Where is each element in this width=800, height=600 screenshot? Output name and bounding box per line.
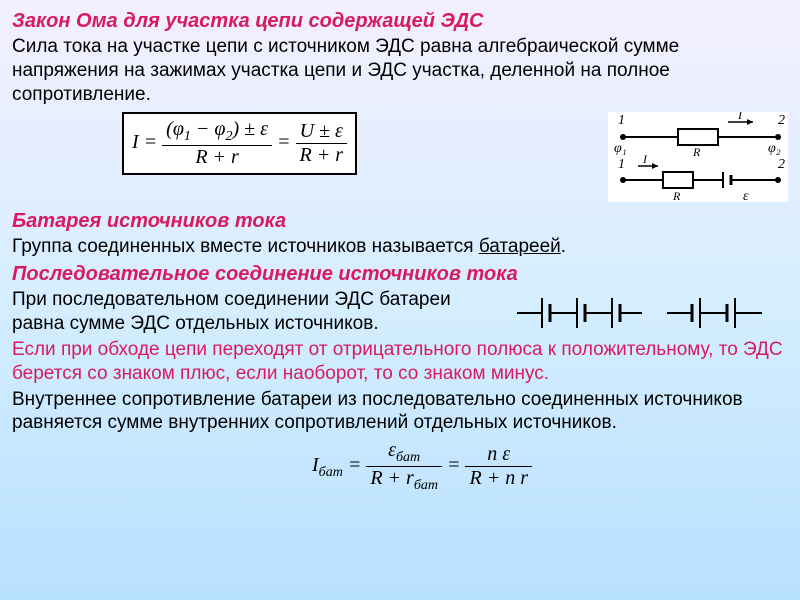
section3-title: Последовательное соединение источников т… xyxy=(12,263,788,286)
f2n2: n ε xyxy=(465,443,532,467)
f2n1: ε xyxy=(388,439,396,461)
svg-text:ε: ε xyxy=(743,189,749,202)
svg-text:2: 2 xyxy=(778,157,785,172)
f1d1: R + r xyxy=(162,146,272,169)
section3-body: При последовательном соединении ЭДС бата… xyxy=(12,288,502,336)
f1n1a: (φ xyxy=(166,118,184,140)
f2d2: R + n r xyxy=(465,467,532,490)
section2-title: Батарея источников тока xyxy=(12,210,788,233)
s2u: батареей xyxy=(479,236,561,257)
section2-body: Группа соединенных вместе источников наз… xyxy=(12,235,788,259)
section1-body: Сила тока на участке цепи с источником Э… xyxy=(12,35,788,106)
svg-text:1: 1 xyxy=(618,113,625,128)
svg-text:1: 1 xyxy=(618,157,625,172)
section3-body2: Внутреннее сопротивление батареи из посл… xyxy=(12,388,788,436)
f1s1: 1 xyxy=(184,129,191,144)
svg-text:R: R xyxy=(692,145,701,159)
section3-red: Если при обходе цепи переходят от отрица… xyxy=(12,338,788,386)
section1-title: Закон Ома для участка цепи содержащей ЭД… xyxy=(12,10,788,33)
f2n1s: бат xyxy=(396,450,420,465)
svg-text:2: 2 xyxy=(778,113,785,128)
formula2: Iбат = εбат R + rбат = n ε R + n r xyxy=(312,439,532,494)
f1n1c: ) ± ε xyxy=(232,118,268,140)
formula1-lhs: I xyxy=(132,131,139,153)
f1n1b: − φ xyxy=(191,118,226,140)
f2ls: бат xyxy=(319,465,343,480)
f2l: I xyxy=(312,454,319,476)
formula-diagram-row: I = (φ1 − φ2) ± ε R + r = U ± ε R + r 1 … xyxy=(12,112,788,202)
section3-row: При последовательном соединении ЭДС бата… xyxy=(12,288,788,338)
svg-text:φ₂: φ₂ xyxy=(768,141,781,156)
f2d1: R + r xyxy=(370,467,414,489)
svg-text:R: R xyxy=(672,189,681,202)
f2d1s: бат xyxy=(414,478,438,493)
s2b: . xyxy=(561,236,566,257)
svg-text:φ₁: φ₁ xyxy=(614,141,627,156)
circuit-diagram: 1 2 I φ₁ φ₂ R I 1 2 R ε xyxy=(608,112,788,202)
s2a: Группа соединенных вместе источников наз… xyxy=(12,236,479,257)
formula1: I = (φ1 − φ2) ± ε R + r = U ± ε R + r xyxy=(122,112,357,175)
f1d2: R + r xyxy=(296,144,348,167)
f1n2: U ± ε xyxy=(296,120,348,144)
battery-series-diagram xyxy=(512,288,772,338)
